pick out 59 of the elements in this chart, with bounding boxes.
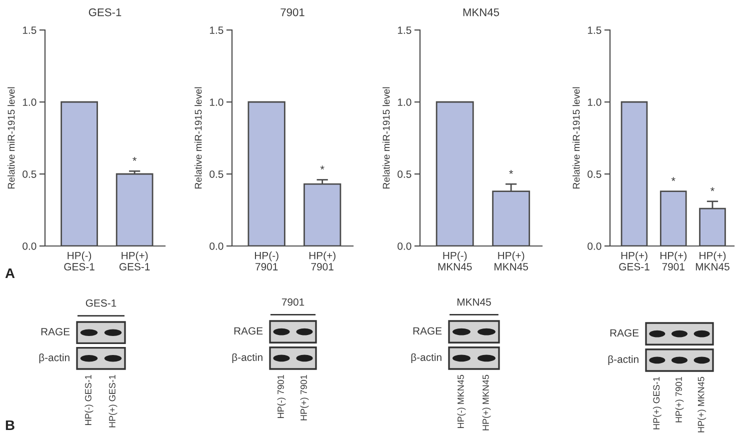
text: GES-1 <box>86 299 116 307</box>
x-tick-label: HP(+) 7901 <box>309 252 336 270</box>
category-label: β-actin <box>411 353 442 364</box>
category-label: RAGE <box>41 328 70 336</box>
category-label: RAGE <box>610 329 639 337</box>
chart-title: GES-1 <box>88 8 122 16</box>
annotation: * <box>132 157 137 161</box>
y-tick-label: 0.0 <box>210 242 224 250</box>
chart-title: 7901 <box>280 8 304 16</box>
x-tick-label: HP(+) GES-1 <box>619 252 650 270</box>
y-tick-label: 0.0 <box>398 242 412 250</box>
y-tick-label: 1.5 <box>210 26 224 34</box>
y-tick-label: 1.0 <box>210 98 224 106</box>
annotation: * <box>509 170 514 174</box>
y-tick-label: 1.0 <box>22 98 36 106</box>
category-label: HP(-) MKN45 <box>457 374 466 428</box>
category-label: HP(-) 7901 <box>277 374 286 418</box>
x-tick-label: HP(-) GES-1 <box>64 252 94 270</box>
category-label: β-actin <box>608 355 638 366</box>
text: 7901 <box>282 298 304 306</box>
category-label: β-actin <box>232 353 262 364</box>
category-label: HP(+) GES-1 <box>652 376 662 430</box>
x-tick-label: HP(-) 7901 <box>254 252 278 270</box>
y-axis-title: Relative miR-1915 level <box>194 87 202 189</box>
y-tick-label: 0.5 <box>22 170 36 178</box>
y-tick-label: 1.0 <box>588 98 602 106</box>
category-label: RAGE <box>413 327 442 335</box>
annotation: * <box>710 187 714 192</box>
y-axis-title: Relative miR-1915 level <box>572 87 580 189</box>
y-tick-label: 1.0 <box>398 98 412 106</box>
x-tick-label: HP(+) MKN45 <box>494 252 528 270</box>
x-tick-label: HP(+) MKN45 <box>696 252 730 270</box>
category-label: β-actin <box>39 354 70 364</box>
category-label: HP(-) GES-1 <box>84 374 94 425</box>
text: A <box>5 268 15 278</box>
x-tick-label: HP(+) GES-1 <box>119 252 150 270</box>
category-label: HP(+) 7901 <box>300 374 309 420</box>
annotation: * <box>671 177 676 182</box>
y-axis-title: Relative miR-1915 level <box>382 87 390 189</box>
category-label: HP(+) GES-1 <box>108 374 118 428</box>
y-tick-label: 1.5 <box>398 26 412 34</box>
y-tick-label: 0.5 <box>398 170 412 178</box>
x-tick-label: HP(+) 7901 <box>660 252 686 270</box>
chart-title: MKN45 <box>463 8 500 16</box>
y-tick-label: 0.5 <box>210 170 224 178</box>
y-tick-label: 0.0 <box>22 242 36 250</box>
y-tick-label: 0.5 <box>588 170 602 178</box>
y-axis-title: Relative miR-1915 level <box>8 87 15 189</box>
y-tick-label: 0.0 <box>588 242 602 250</box>
text: MKN45 <box>457 298 491 306</box>
category-label: HP(+) MKN45 <box>482 374 491 430</box>
category-label: HP(+) 7901 <box>675 376 684 422</box>
x-tick-label: HP(-) MKN45 <box>438 252 472 270</box>
annotation: * <box>320 166 324 170</box>
text: B <box>6 420 14 430</box>
category-label: HP(+) MKN45 <box>698 376 706 432</box>
category-label: RAGE <box>234 327 263 335</box>
y-tick-label: 1.5 <box>22 26 36 34</box>
y-tick-label: 1.5 <box>588 26 602 34</box>
